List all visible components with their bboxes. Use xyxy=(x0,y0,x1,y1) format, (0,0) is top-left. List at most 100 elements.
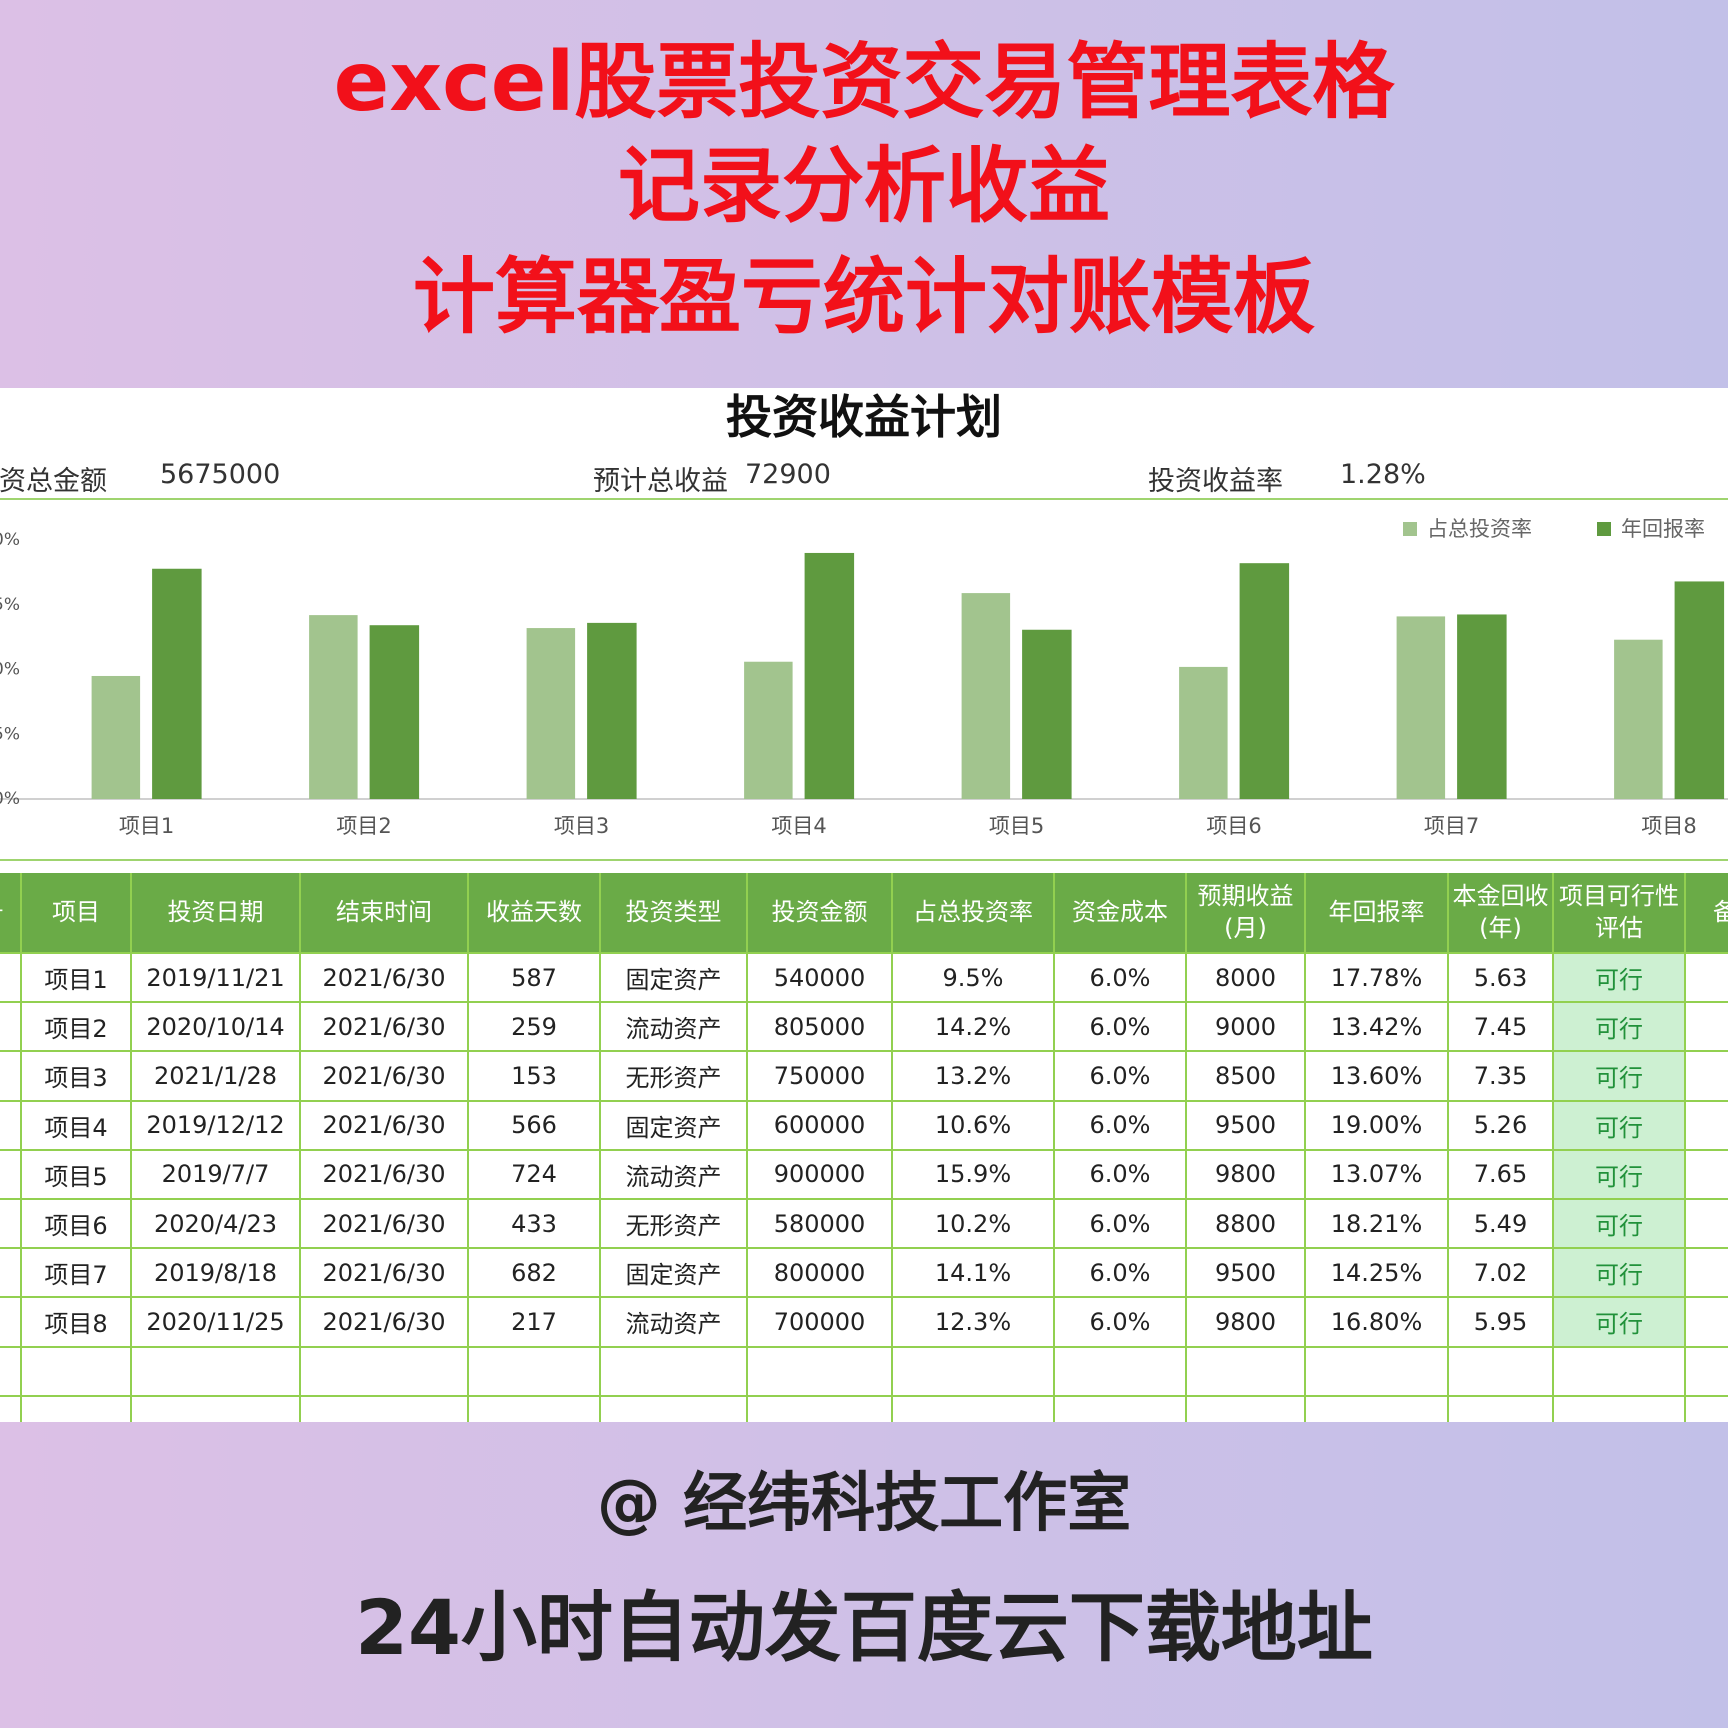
footer-note: 24小时自动发百度云下载地址 xyxy=(355,1583,1373,1672)
x-tick-label: 项目7 xyxy=(1424,814,1479,838)
summary-label: 投资收益率 xyxy=(1148,466,1283,497)
empty-cell xyxy=(1686,1052,1728,1102)
table-cell: 540000 xyxy=(748,954,893,1004)
table-cell: 580000 xyxy=(748,1200,893,1250)
table-cell: 6.0% xyxy=(1055,1200,1187,1250)
header-cell: 投资日期 xyxy=(132,873,301,954)
table-cell: 7.45 xyxy=(1449,1003,1554,1053)
table-cell: 5.26 xyxy=(1449,1101,1554,1151)
empty-cell xyxy=(601,1396,748,1422)
summary-value: 5675000 xyxy=(160,459,281,490)
table-cell: 6.0% xyxy=(1055,1003,1187,1053)
table-cell: 14.25% xyxy=(1306,1249,1449,1299)
table-cell: 可行 xyxy=(1554,1150,1686,1200)
table-cell: 805000 xyxy=(748,1003,893,1053)
table-cell: 13.07% xyxy=(1306,1150,1449,1200)
bar xyxy=(91,675,141,799)
legend-swatch xyxy=(1597,522,1611,536)
header-cell: 项目可行性评估 xyxy=(1554,873,1686,954)
bar xyxy=(804,552,855,799)
empty-cell xyxy=(1554,1396,1686,1422)
table-cell: 无形资产 xyxy=(601,1052,748,1102)
table-cell: 900000 xyxy=(748,1150,893,1200)
empty-cell xyxy=(601,1347,748,1397)
empty-cell xyxy=(1055,1347,1187,1397)
table-cell: 9500 xyxy=(1187,1249,1306,1299)
table-cell: 750000 xyxy=(748,1052,893,1102)
table-cell: 6.0% xyxy=(1055,1150,1187,1200)
header-cell: 备注 xyxy=(1686,873,1728,954)
table-cell: 13.2% xyxy=(893,1052,1055,1102)
table-cell: 2021/6/30 xyxy=(301,1003,469,1053)
x-tick-label: 项目3 xyxy=(554,814,609,838)
table-cell: 9800 xyxy=(1187,1298,1306,1348)
table-cell: 2019/11/21 xyxy=(132,954,301,1004)
empty-cell xyxy=(469,1347,601,1397)
bar xyxy=(1674,581,1725,799)
bar xyxy=(1179,666,1228,799)
summary-value: 72900 xyxy=(745,459,831,490)
studio: @ 经纬科技工作室 xyxy=(596,1467,1132,1541)
bar xyxy=(309,615,358,799)
header-cell: 结束时间 xyxy=(301,873,469,954)
table-cell: 5.95 xyxy=(1449,1298,1554,1348)
header-cell: 序号 xyxy=(0,873,22,954)
table-cell: 9500 xyxy=(1187,1101,1306,1151)
summary-value: 1.28% xyxy=(1340,459,1426,490)
table-cell: 固定资产 xyxy=(601,1101,748,1151)
table-cell: 可行 xyxy=(1554,1101,1686,1151)
table-cell: 18.21% xyxy=(1306,1200,1449,1250)
table-cell: 7.02 xyxy=(1449,1249,1554,1299)
summary-label: 投资总金额 xyxy=(0,466,107,497)
table-cell: 800000 xyxy=(748,1249,893,1299)
table-cell: 2019/7/7 xyxy=(132,1150,301,1200)
empty-cell xyxy=(301,1396,469,1422)
table-cell: 项目4 xyxy=(22,1101,132,1151)
empty-cell xyxy=(0,1052,22,1102)
table-cell: 2019/8/18 xyxy=(132,1249,301,1299)
table-cell: 14.2% xyxy=(893,1003,1055,1053)
table-cell: 项目2 xyxy=(22,1003,132,1053)
table-cell: 9.5% xyxy=(893,954,1055,1004)
table-cell: 566 xyxy=(469,1101,601,1151)
table-cell: 7.35 xyxy=(1449,1052,1554,1102)
y-tick-label: 10% xyxy=(0,660,20,680)
empty-cell xyxy=(1306,1347,1449,1397)
bottom-banner: @ 经纬科技工作室 24小时自动发百度云下载地址 xyxy=(0,1422,1728,1728)
x-tick-label: 项目6 xyxy=(1206,814,1261,838)
empty-cell xyxy=(893,1396,1055,1422)
bar xyxy=(961,593,1011,799)
table-cell: 项目8 xyxy=(22,1298,132,1348)
table-cell: 固定资产 xyxy=(601,954,748,1004)
bar xyxy=(744,661,793,799)
legend-label: 占总投资率 xyxy=(1427,517,1532,541)
empty-cell xyxy=(1686,1348,1728,1397)
x-tick-label: 项目2 xyxy=(336,814,391,838)
empty-cell xyxy=(1187,1347,1306,1397)
table-cell: 可行 xyxy=(1554,1249,1686,1299)
table-cell: 5.63 xyxy=(1449,954,1554,1004)
table-cell: 2020/10/14 xyxy=(132,1003,301,1053)
table-cell: 6.0% xyxy=(1055,1101,1187,1151)
table-cell: 259 xyxy=(469,1003,601,1053)
table-cell: 项目5 xyxy=(22,1150,132,1200)
table-cell: 13.60% xyxy=(1306,1052,1449,1102)
table-cell: 流动资产 xyxy=(601,1298,748,1348)
table-cell: 587 xyxy=(469,954,601,1004)
table-cell: 724 xyxy=(469,1150,601,1200)
table-cell: 15.9% xyxy=(893,1150,1055,1200)
table-cell: 12.3% xyxy=(893,1298,1055,1348)
empty-cell xyxy=(1187,1396,1306,1422)
top-banner: excel股票投资交易管理表格 记录分析收益 计算器盈亏统计对账模板 xyxy=(0,0,1728,388)
empty-cell xyxy=(0,1003,22,1053)
header-cell: 投资金额 xyxy=(748,873,893,954)
table-cell: 6.0% xyxy=(1055,954,1187,1004)
table-cell: 10.6% xyxy=(893,1101,1055,1151)
table: 序号项目投资日期结束时间收益天数投资类型投资金额占总投资率资金成本预期收益(月)… xyxy=(0,873,1728,1422)
table-cell: 700000 xyxy=(748,1298,893,1348)
table-cell: 2020/4/23 xyxy=(132,1200,301,1250)
banner-line: 计算器盈亏统计对账模板 xyxy=(412,250,1315,345)
table-cell: 可行 xyxy=(1554,1003,1686,1053)
empty-cell xyxy=(748,1396,893,1422)
